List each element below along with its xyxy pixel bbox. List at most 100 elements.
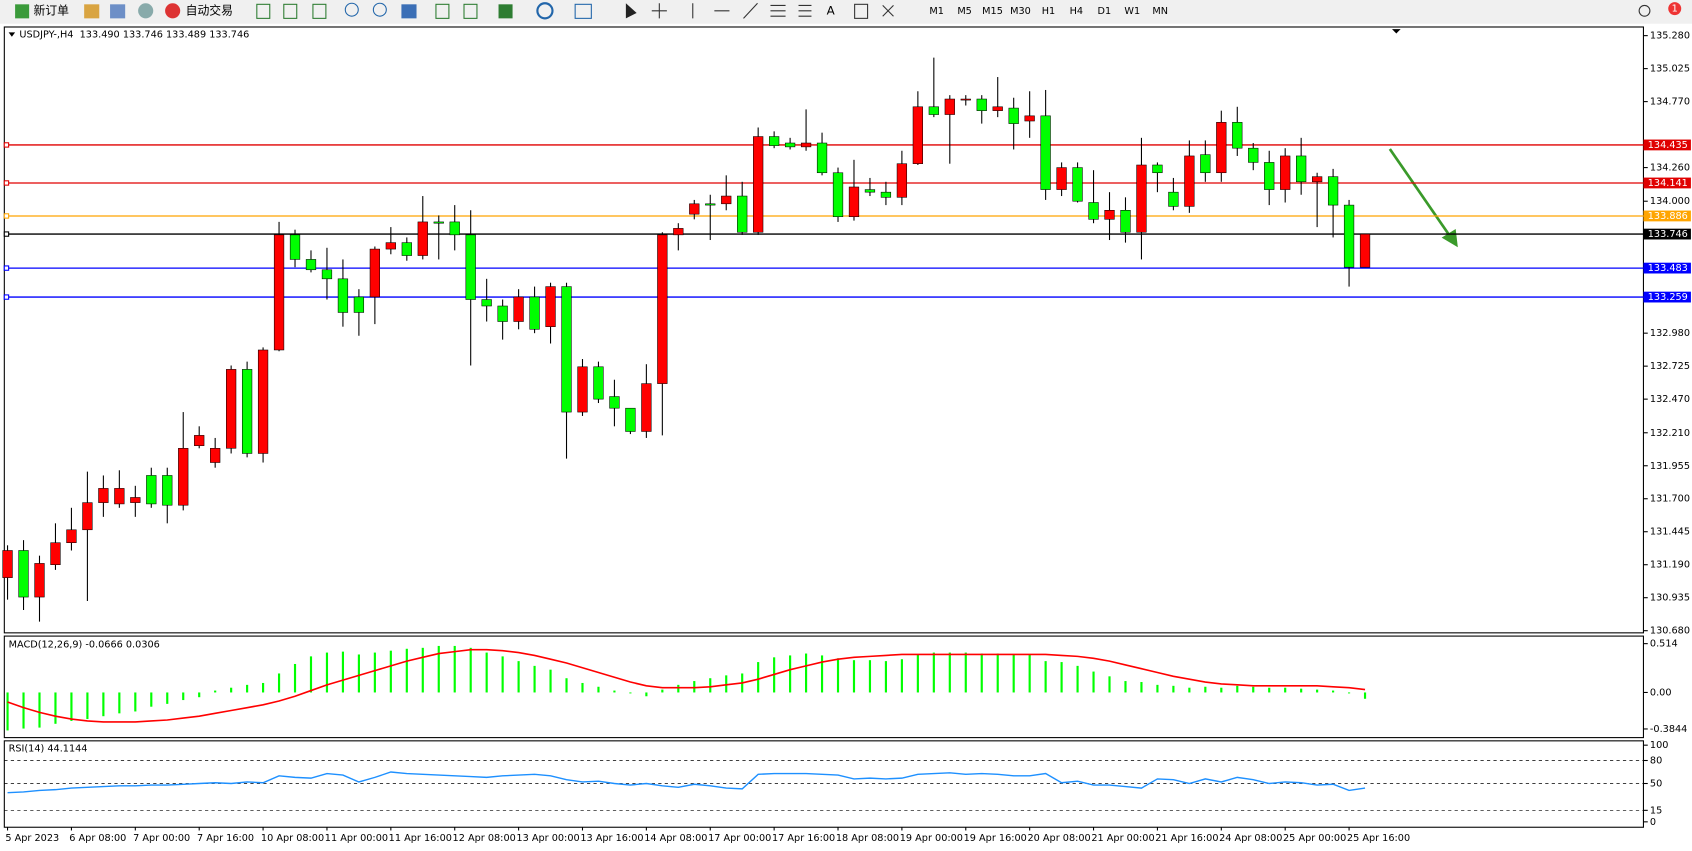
arrow-tool[interactable] [882,5,894,17]
timeframe-button[interactable]: H1 [1042,6,1055,17]
candle-body [641,383,652,432]
tool-icon[interactable] [435,3,450,19]
crosshair-icon[interactable] [651,3,667,19]
search-icon[interactable] [1638,4,1651,17]
timeframe-button[interactable]: H4 [1070,6,1083,17]
toolbar-bg [0,0,1692,24]
macd-bar [182,692,185,701]
candle-body [912,106,923,164]
level-handle [3,231,10,237]
y-tick-label: 132.470 [1650,394,1690,405]
tool-icon[interactable] [536,2,554,20]
level-label-box [1643,228,1691,240]
text-tool[interactable]: A [827,3,836,17]
y-tick-label: 135.280 [1650,31,1690,42]
auto-trading[interactable]: 自动交易 [186,3,233,17]
macd-bar [389,650,392,693]
new-order[interactable]: 新订单 [33,3,69,17]
candle-body [1216,122,1227,174]
macd-bar [1220,687,1223,693]
new-order-icon[interactable] [15,4,30,19]
macd-bar [54,692,57,724]
macd-bar [693,681,696,693]
macd-bar [597,686,600,693]
macd-bar [916,654,919,693]
macd-bar [1204,686,1207,693]
level-label: 134.141 [1648,178,1688,189]
candle-body [816,142,828,174]
label-tool[interactable] [854,3,869,19]
macd-bar [277,673,281,693]
candle-body [545,286,556,327]
macd-bar [437,645,440,693]
tool-icon[interactable] [110,4,126,19]
tool-icon[interactable] [138,3,154,19]
macd-bar [293,663,297,693]
candle-body [1008,107,1019,124]
timeframe-button[interactable]: MN [1152,6,1168,17]
tool-icon[interactable] [256,3,271,19]
tool-icon[interactable] [283,3,298,19]
macd-bar [725,675,728,693]
candle-body [529,296,540,330]
level-handle [3,142,10,148]
macd-bar [1300,688,1303,693]
tool-icon[interactable] [498,4,513,19]
macd-bar [1316,689,1319,693]
candle-body [481,299,492,307]
notification-badge[interactable] [1668,2,1682,16]
tool-icon[interactable] [463,3,478,19]
macd-bar [230,687,233,693]
macd-bar [86,692,89,720]
x-tick-label: 11 Apr 16:00 [389,833,452,844]
macd-bar [150,692,153,707]
tool-icon[interactable] [574,3,592,19]
tool-icon[interactable] [84,4,100,19]
tool-icon[interactable] [372,2,387,17]
x-tick-label: 5 Apr 2023 [5,833,59,844]
candle-body [769,136,780,146]
candle-body [210,448,221,463]
y-tick-label: 131.190 [1650,560,1690,571]
candle-body [114,488,125,505]
timeframe-button[interactable]: W1 [1124,6,1140,17]
timeframe-button[interactable]: M30 [1010,6,1031,17]
candle-body [257,349,269,454]
timeframes: M1 M5 M15 M30 H1 H4 D1 W1 MN [929,6,1168,17]
timeframe-button[interactable]: M5 [957,6,972,17]
tool-icon[interactable] [344,2,359,17]
candle-body [34,563,45,598]
macd-bar [214,690,217,693]
rsi-title: RSI(14) 44.1144 [9,743,88,754]
macd-bar [613,690,616,693]
auto-trading-icon[interactable] [165,3,181,19]
candle-body [928,106,939,115]
candle-body [321,269,333,280]
candle-body [273,234,285,351]
candle-body [289,234,301,260]
candle-body [449,221,460,236]
y-tick-label: 100 [1650,740,1669,751]
macd-bar [533,665,536,693]
shift-marker [1392,29,1401,34]
macd-bar [70,692,73,721]
timeframe-button[interactable]: M15 [982,6,1003,17]
candle-body [465,234,476,300]
tool-icon[interactable] [312,3,327,19]
macd-bar [357,654,360,693]
macd-bar [469,647,472,693]
level-label: 133.483 [1648,263,1688,274]
timeframe-button[interactable]: D1 [1098,6,1112,17]
candle-body [66,529,77,543]
candle-body [944,98,955,115]
macd-bar [709,678,712,693]
y-tick-label: 50 [1650,779,1662,790]
x-tick-label: 25 Apr 16:00 [1347,833,1410,844]
timeframe-button[interactable]: M1 [929,6,944,17]
macd-bar [341,651,345,693]
draw-tools[interactable] [692,2,812,19]
macd-bar [198,692,201,698]
tool-icon[interactable] [401,4,417,19]
cursor-icon[interactable] [625,3,637,19]
macd-signal [7,648,1366,723]
